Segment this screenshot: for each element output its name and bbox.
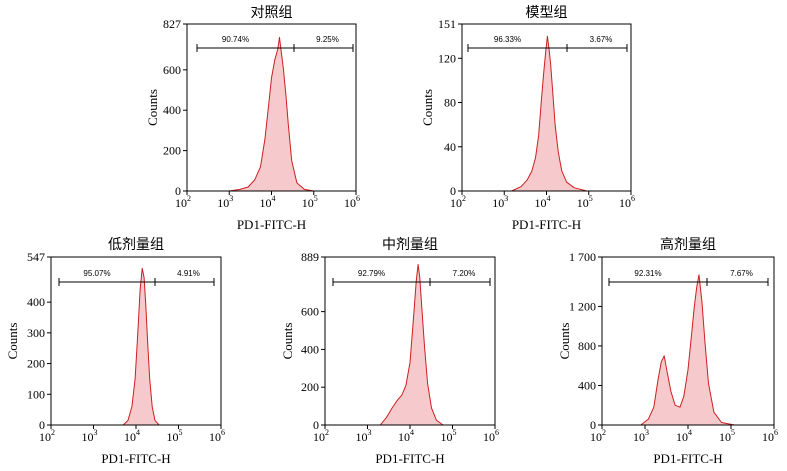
y-tick-label: 100 bbox=[27, 387, 45, 401]
y-axis-label: Counts bbox=[420, 89, 435, 126]
histogram-area bbox=[511, 35, 588, 192]
x-tick-label: 106 bbox=[483, 428, 499, 444]
x-tick-label: 105 bbox=[441, 428, 457, 444]
y-tick-label: 200 bbox=[163, 144, 181, 158]
y-tick-label: 120 bbox=[438, 51, 456, 65]
gate-label-positive: 3.67% bbox=[590, 35, 613, 44]
chart-title: 中剂量组 bbox=[382, 237, 438, 253]
histogram-area bbox=[122, 267, 160, 426]
histogram-area bbox=[228, 37, 315, 192]
y-tick-label: 1 200 bbox=[569, 299, 596, 313]
x-tick-label: 103 bbox=[82, 428, 98, 444]
x-tick-label: 106 bbox=[209, 428, 225, 444]
y-tick-label: 1 700 bbox=[569, 250, 596, 264]
y-tick-label: 0 bbox=[175, 184, 181, 198]
histogram-panel-1: 0 200 400 600 827 102 103 104 105 106 对照组 PD1-FITC-… bbox=[145, 5, 360, 232]
x-tick-label: 103 bbox=[217, 194, 233, 210]
x-tick-label: 102 bbox=[175, 194, 191, 210]
x-axis-label: PD1-FITC-H bbox=[237, 217, 306, 232]
y-tick-label: 200 bbox=[301, 380, 319, 394]
x-tick-label: 102 bbox=[450, 194, 466, 210]
x-tick-label: 105 bbox=[719, 428, 735, 444]
x-tick-label: 104 bbox=[398, 428, 414, 444]
y-tick-label: 0 bbox=[450, 184, 456, 198]
histogram-panel-5: 0 400 800 1 200 1 700 102 103 104 105 106 高剂量组 PD1-… bbox=[557, 236, 778, 466]
gate-label-positive: 9.25% bbox=[316, 35, 339, 44]
x-tick-label: 102 bbox=[590, 428, 606, 444]
y-tick-label: 800 bbox=[578, 339, 596, 353]
y-tick-label: 827 bbox=[163, 17, 181, 31]
y-tick-label: 0 bbox=[590, 418, 596, 432]
x-tick-label: 105 bbox=[167, 428, 183, 444]
x-tick-label: 103 bbox=[633, 428, 649, 444]
gate-label-positive: 7.20% bbox=[453, 269, 476, 278]
chart-title: 模型组 bbox=[526, 5, 568, 21]
y-tick-label: 300 bbox=[27, 326, 45, 340]
y-tick-label: 889 bbox=[301, 250, 319, 264]
x-tick-label: 103 bbox=[356, 428, 372, 444]
chart-title: 对照组 bbox=[251, 5, 293, 21]
x-tick-label: 106 bbox=[619, 194, 635, 210]
gate-label-negative: 96.33% bbox=[494, 35, 521, 44]
y-tick-label: 400 bbox=[578, 378, 596, 392]
x-tick-label: 105 bbox=[577, 194, 593, 210]
y-tick-label: 400 bbox=[163, 103, 181, 117]
y-tick-label: 400 bbox=[27, 295, 45, 309]
y-axis-label: Counts bbox=[280, 323, 295, 360]
y-axis-label: Counts bbox=[5, 323, 20, 360]
x-tick-label: 104 bbox=[124, 428, 140, 444]
x-axis-label: PD1-FITC-H bbox=[375, 451, 444, 466]
x-tick-label: 104 bbox=[676, 428, 692, 444]
y-axis-label: Counts bbox=[145, 89, 160, 126]
y-tick-label: 80 bbox=[444, 96, 456, 110]
y-tick-label: 547 bbox=[27, 250, 45, 264]
gate-label-negative: 95.07% bbox=[83, 269, 110, 278]
gate-label-positive: 7.67% bbox=[730, 269, 753, 278]
x-tick-label: 104 bbox=[260, 194, 276, 210]
x-axis-label: PD1-FITC-H bbox=[512, 217, 581, 232]
x-tick-label: 106 bbox=[344, 194, 360, 210]
histogram-panel-4: 0 200 400 600 889 102 103 104 105 106 中剂量组 PD1-FITC… bbox=[280, 237, 499, 466]
chart-title: 低剂量组 bbox=[108, 237, 164, 253]
y-axis-label: Counts bbox=[557, 323, 572, 360]
histogram-area bbox=[640, 274, 735, 426]
histogram-area bbox=[379, 263, 444, 426]
histogram-panel-3: 0 100 200 300 400 547 102 103 104 105 106 低剂量组 PD1-F… bbox=[5, 237, 225, 466]
x-tick-label: 106 bbox=[762, 428, 778, 444]
x-tick-label: 102 bbox=[39, 428, 55, 444]
gate-label-negative: 92.79% bbox=[358, 269, 385, 278]
x-tick-label: 104 bbox=[535, 194, 551, 210]
x-tick-label: 103 bbox=[492, 194, 508, 210]
y-tick-label: 0 bbox=[39, 418, 45, 432]
x-axis-label: PD1-FITC-H bbox=[653, 451, 722, 466]
y-tick-label: 200 bbox=[27, 357, 45, 371]
y-tick-label: 0 bbox=[313, 418, 319, 432]
gate-label-positive: 4.91% bbox=[177, 269, 200, 278]
x-tick-label: 105 bbox=[302, 194, 318, 210]
histogram-panel-2: 0 40 80 120 151 102 103 104 105 106 模型组 PD1-FITC-H C… bbox=[420, 5, 635, 232]
chart-title: 高剂量组 bbox=[660, 236, 716, 253]
y-tick-label: 151 bbox=[438, 17, 456, 31]
y-tick-label: 600 bbox=[301, 305, 319, 319]
x-axis-label: PD1-FITC-H bbox=[101, 451, 170, 466]
y-tick-label: 40 bbox=[444, 140, 456, 154]
x-tick-label: 102 bbox=[313, 428, 329, 444]
y-tick-label: 400 bbox=[301, 342, 319, 356]
gate-label-negative: 90.74% bbox=[222, 35, 249, 44]
y-tick-label: 600 bbox=[163, 63, 181, 77]
gate-label-negative: 92.31% bbox=[634, 269, 661, 278]
